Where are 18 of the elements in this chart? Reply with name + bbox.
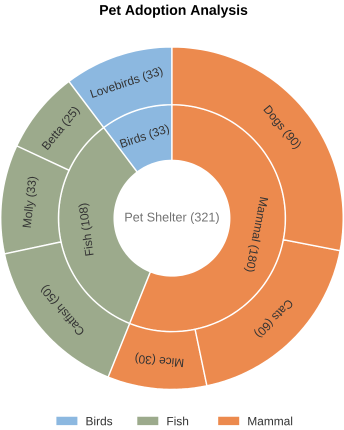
data-label: (30) — [135, 352, 156, 365]
slice-label: Birds — [120, 133, 146, 148]
slice-label: Molly — [22, 200, 36, 228]
data-label: (90) — [282, 130, 301, 150]
slice-label: Fish — [82, 234, 94, 256]
slice-label: Mice — [160, 357, 184, 368]
legend-label: Fish — [167, 416, 188, 426]
data-label: (25) — [62, 107, 80, 126]
data-label: (33) — [149, 124, 170, 140]
text: Pet Shelter (321) — [125, 212, 219, 224]
legend-label: Birds — [86, 416, 112, 426]
data-label: (33) — [26, 176, 39, 197]
data-label: (108) — [78, 204, 92, 230]
data-label: (180) — [244, 245, 259, 272]
chart-title: Pet Adoption Analysis — [100, 4, 248, 18]
legend-label: Mammal — [248, 416, 292, 426]
slice-label: Mammal — [252, 197, 268, 242]
data-label: (33) — [143, 66, 163, 82]
